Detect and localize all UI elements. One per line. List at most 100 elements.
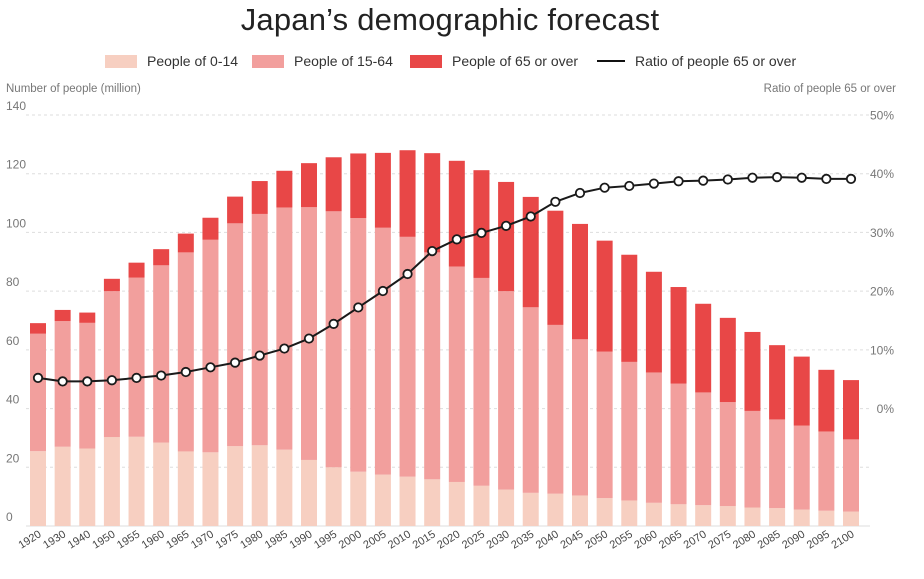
bar-age-0-14 bbox=[103, 437, 120, 526]
bar-age-0-14 bbox=[522, 492, 539, 526]
ratio-point bbox=[574, 187, 586, 199]
bar-age-15-64 bbox=[843, 439, 859, 512]
x-tick-label: 2090 bbox=[780, 528, 807, 551]
bar-age-65-plus bbox=[399, 150, 416, 237]
bar-age-0-14 bbox=[793, 509, 810, 526]
legend-label-ratio: Ratio of people 65 or over bbox=[635, 53, 797, 69]
ratio-point bbox=[353, 302, 364, 313]
bar-age-15-64 bbox=[572, 339, 588, 496]
ratio-point bbox=[451, 234, 462, 245]
bar-age-65-plus bbox=[596, 240, 613, 352]
ratio-point bbox=[131, 372, 142, 383]
bar-age-65-plus bbox=[719, 317, 736, 403]
bar-age-65-plus bbox=[818, 369, 835, 432]
x-tick-label: 2025 bbox=[460, 528, 487, 551]
x-tick-label: 2020 bbox=[435, 528, 462, 551]
bar-age-0-14 bbox=[621, 500, 638, 526]
ratio-point bbox=[476, 227, 487, 238]
ratio-point bbox=[845, 173, 857, 184]
ratio-point bbox=[57, 376, 68, 387]
x-tick-label: 2050 bbox=[583, 528, 610, 551]
bar-age-15-64 bbox=[399, 236, 416, 477]
bar-age-0-14 bbox=[301, 459, 317, 526]
x-tick-label: 2010 bbox=[386, 528, 413, 551]
x-tick-label: 2045 bbox=[558, 528, 585, 551]
bar-age-65-plus bbox=[202, 217, 219, 240]
bar-age-65-plus bbox=[251, 181, 268, 214]
x-tick-label: 2100 bbox=[829, 528, 856, 551]
x-tick-label: 1960 bbox=[140, 528, 167, 551]
bar-age-0-14 bbox=[251, 445, 268, 526]
bar-age-0-14 bbox=[547, 493, 564, 526]
x-tick-label: 1995 bbox=[312, 528, 339, 551]
legend-item-ratio: Ratio of people 65 or over bbox=[597, 50, 796, 72]
x-tick-label: 1950 bbox=[90, 528, 117, 551]
ratio-point bbox=[328, 318, 339, 329]
x-tick-label: 2000 bbox=[337, 528, 364, 551]
x-tick-label: 1930 bbox=[41, 528, 68, 551]
bar-age-0-14 bbox=[350, 471, 367, 526]
ratio-point bbox=[599, 182, 610, 193]
bar-age-65-plus bbox=[744, 331, 761, 411]
x-tick-label: 1980 bbox=[238, 528, 265, 551]
bar-age-15-64 bbox=[670, 383, 687, 505]
y-tick-label: 40 bbox=[6, 393, 20, 407]
bar-age-65-plus bbox=[103, 278, 120, 292]
bar-age-65-plus bbox=[448, 160, 465, 267]
bar-age-15-64 bbox=[818, 431, 835, 511]
x-tick-label: 2070 bbox=[682, 528, 709, 551]
bar-age-15-64 bbox=[202, 239, 219, 453]
ratio-point bbox=[550, 196, 561, 207]
bar-age-65-plus bbox=[79, 312, 96, 323]
bar-age-65-plus bbox=[177, 233, 194, 253]
ratio-point bbox=[796, 172, 807, 183]
bar-age-0-14 bbox=[54, 446, 71, 526]
bar-age-65-plus bbox=[645, 271, 662, 373]
bar-age-65-plus bbox=[153, 249, 170, 266]
y-tick-label: 20 bbox=[6, 451, 20, 465]
legend-label-0-14: People of 0-14 bbox=[147, 53, 239, 69]
ratio-point bbox=[32, 372, 44, 383]
y2-tick-label: 20% bbox=[870, 285, 894, 299]
legend-label-15-64: People of 15-64 bbox=[294, 53, 393, 69]
bar-age-0-14 bbox=[719, 506, 736, 526]
bar-age-0-14 bbox=[202, 452, 219, 526]
y2-tick-label: 40% bbox=[870, 167, 894, 181]
bar-age-15-64 bbox=[325, 211, 342, 468]
x-tick-label: 1920 bbox=[16, 528, 43, 551]
y-tick-label: 60 bbox=[6, 334, 20, 348]
x-tick-label: 2060 bbox=[632, 528, 659, 551]
bar-age-65-plus bbox=[424, 153, 441, 253]
bar-age-0-14 bbox=[276, 449, 293, 526]
y2-tick-label: 10% bbox=[870, 343, 894, 357]
y-axis-title: Number of people (million) bbox=[6, 83, 141, 95]
y-tick-label: 120 bbox=[6, 158, 26, 172]
legend-item-65-plus: People of 65 or over bbox=[410, 50, 578, 72]
ratio-point bbox=[180, 366, 191, 378]
ratio-point bbox=[254, 350, 265, 361]
x-tick-label: 2095 bbox=[805, 528, 832, 551]
bar-age-0-14 bbox=[695, 505, 712, 526]
bar-age-65-plus bbox=[572, 223, 588, 340]
bar-age-15-64 bbox=[547, 324, 564, 494]
bar-age-0-14 bbox=[843, 511, 859, 526]
bar-age-15-64 bbox=[128, 277, 145, 437]
bar-age-15-64 bbox=[374, 227, 391, 475]
bar-age-65-plus bbox=[498, 181, 515, 292]
bar-age-0-14 bbox=[227, 446, 244, 526]
bar-age-0-14 bbox=[30, 451, 46, 526]
bar-age-65-plus bbox=[695, 303, 712, 393]
x-tick-label: 2055 bbox=[608, 528, 635, 551]
bar-age-15-64 bbox=[695, 392, 712, 506]
ratio-point bbox=[377, 285, 389, 297]
bar-age-0-14 bbox=[424, 479, 441, 526]
bar-age-65-plus bbox=[793, 356, 810, 426]
bar-age-65-plus bbox=[670, 287, 687, 384]
x-tick-label: 2085 bbox=[756, 528, 783, 551]
ratio-point bbox=[722, 174, 733, 185]
bar-age-65-plus bbox=[374, 152, 391, 228]
legend-swatch-65-plus bbox=[410, 54, 442, 68]
ratio-line bbox=[37, 176, 851, 383]
bar-age-65-plus bbox=[276, 170, 293, 208]
bar-age-15-64 bbox=[103, 291, 120, 438]
